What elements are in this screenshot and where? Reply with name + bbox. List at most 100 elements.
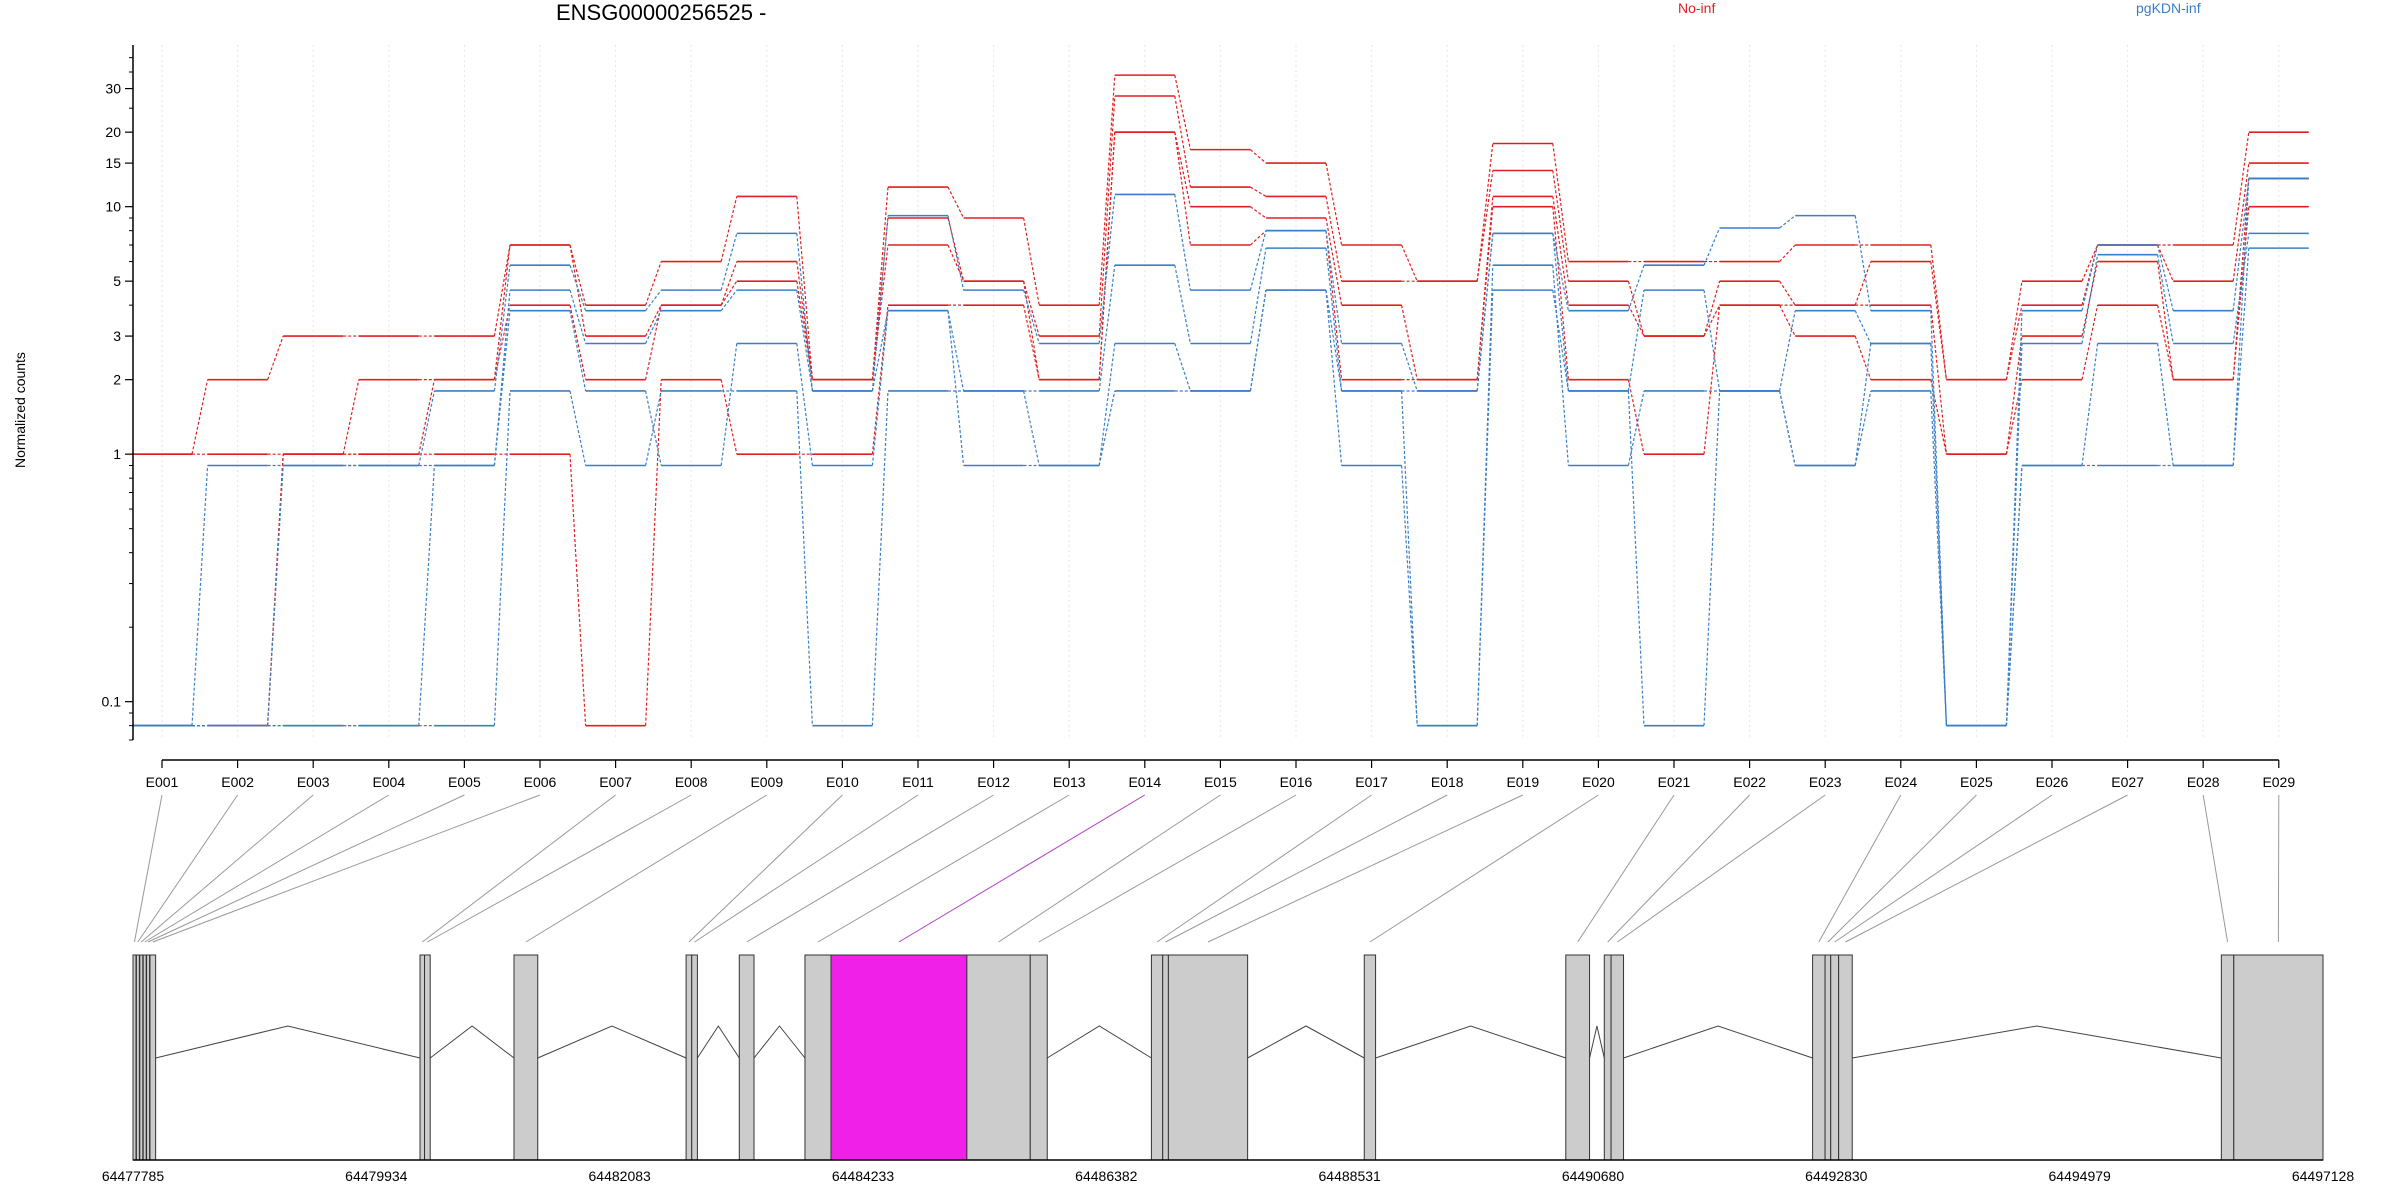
exon-e022 bbox=[1603, 954, 1612, 1161]
series-connector bbox=[1476, 170, 1494, 282]
x-tick-label: E019 bbox=[1506, 774, 1539, 790]
series-connector bbox=[493, 244, 511, 380]
series-connector bbox=[1627, 281, 1645, 337]
exon-e004 bbox=[142, 954, 147, 1161]
series-connector bbox=[1703, 227, 1721, 266]
genomic-tick-label: 64492830 bbox=[1805, 1168, 1868, 1184]
x-tick-label: E006 bbox=[524, 774, 557, 790]
series-connector bbox=[1930, 310, 1947, 726]
series-connector bbox=[2157, 254, 2174, 344]
y-tick-label: 20 bbox=[105, 124, 121, 140]
x-tick-label: E025 bbox=[1960, 774, 1993, 790]
exon-connector bbox=[694, 794, 919, 943]
series-connector bbox=[2157, 343, 2174, 466]
genomic-tick-label: 64482083 bbox=[589, 1168, 652, 1184]
series-connector bbox=[493, 290, 511, 466]
exon-e009 bbox=[513, 954, 539, 1161]
exon-e017 bbox=[1150, 954, 1164, 1161]
series-connector bbox=[1325, 290, 1343, 466]
series-connector bbox=[2005, 281, 2023, 380]
exon-e002 bbox=[135, 954, 140, 1161]
exon-connector bbox=[152, 794, 541, 943]
exon-connector bbox=[1038, 794, 1297, 943]
y-tick-label: 15 bbox=[105, 155, 121, 171]
exon-connector bbox=[140, 794, 314, 943]
series-connector bbox=[569, 244, 587, 337]
series-connector bbox=[1779, 304, 1796, 337]
series-connector bbox=[1779, 310, 1796, 392]
x-tick-label: E029 bbox=[2262, 774, 2295, 790]
x-tick-label: E020 bbox=[1582, 774, 1615, 790]
series-connector bbox=[645, 390, 662, 466]
exon-e003 bbox=[139, 954, 144, 1161]
series-connector bbox=[947, 186, 965, 219]
x-tick-label: E015 bbox=[1204, 774, 1237, 790]
genomic-tick-label: 64494979 bbox=[2049, 1168, 2112, 1184]
series-connector bbox=[2005, 343, 2023, 726]
series-connector bbox=[569, 310, 587, 392]
exon-connector bbox=[1617, 794, 1826, 943]
y-tick-label: 5 bbox=[113, 273, 121, 289]
x-tick-label: E013 bbox=[1053, 774, 1086, 790]
intron bbox=[537, 1025, 687, 1059]
series-connector bbox=[1930, 343, 1947, 726]
intron bbox=[753, 1025, 806, 1059]
exon-e018 bbox=[1162, 954, 1169, 1161]
exon-e012 bbox=[738, 954, 755, 1161]
exon-connector bbox=[1607, 794, 1750, 943]
series-connector bbox=[796, 196, 813, 380]
series-connector bbox=[2232, 163, 2250, 282]
series-connector bbox=[720, 261, 738, 306]
series-connector bbox=[418, 465, 435, 726]
y-tick-label: 2 bbox=[113, 372, 121, 388]
series-connector bbox=[1854, 343, 1872, 466]
series-connector bbox=[1703, 290, 1721, 392]
series-connector bbox=[1023, 217, 1040, 306]
intron bbox=[1046, 1025, 1152, 1059]
intron bbox=[1247, 1025, 1365, 1059]
series-connector bbox=[2157, 244, 2174, 282]
series-connector bbox=[720, 196, 738, 262]
series-connector bbox=[2081, 261, 2099, 337]
series-connector bbox=[1552, 170, 1569, 282]
series-connector bbox=[645, 305, 662, 380]
series-connector bbox=[1854, 335, 1872, 380]
series-connector bbox=[1552, 233, 1569, 311]
series-connector bbox=[1023, 305, 1040, 380]
series-connector bbox=[2081, 244, 2099, 311]
series-connector bbox=[871, 310, 889, 466]
series-connector bbox=[569, 265, 587, 311]
x-tick-label: E018 bbox=[1431, 774, 1464, 790]
x-tick-label: E022 bbox=[1733, 774, 1766, 790]
exon-connector bbox=[133, 794, 163, 943]
y-tick-label: 0.1 bbox=[102, 694, 122, 710]
series-connector bbox=[1325, 230, 1343, 344]
x-tick-label: E010 bbox=[826, 774, 859, 790]
x-tick-label: E026 bbox=[2036, 774, 2069, 790]
series-connector bbox=[2005, 310, 2023, 726]
y-tick-label: 3 bbox=[113, 328, 121, 344]
exon-e019 bbox=[1167, 954, 1249, 1161]
x-tick-label: E014 bbox=[1128, 774, 1161, 790]
series-connector bbox=[2081, 305, 2099, 380]
intron bbox=[1623, 1025, 1813, 1059]
exon-connector bbox=[2202, 794, 2229, 943]
series-connector bbox=[342, 379, 360, 455]
exon-connector bbox=[144, 794, 390, 943]
series-connector bbox=[2232, 206, 2250, 380]
genomic-tick-label: 64479934 bbox=[345, 1168, 408, 1184]
series-connector bbox=[2232, 178, 2250, 380]
genomic-tick-label: 64488531 bbox=[1319, 1168, 1382, 1184]
genomic-tick-label: 64486382 bbox=[1075, 1168, 1138, 1184]
legend-entry-no-inf: No-inf bbox=[1678, 0, 1716, 16]
series-connector bbox=[645, 310, 662, 344]
series-connector bbox=[1174, 343, 1191, 392]
vertical-grid bbox=[161, 45, 2280, 740]
series-connector bbox=[1250, 149, 1267, 164]
exon-connector bbox=[998, 794, 1221, 943]
series-connector bbox=[1401, 343, 1418, 392]
series-connector bbox=[871, 244, 889, 380]
x-tick-label: E011 bbox=[902, 774, 934, 790]
series-connector bbox=[493, 310, 511, 466]
